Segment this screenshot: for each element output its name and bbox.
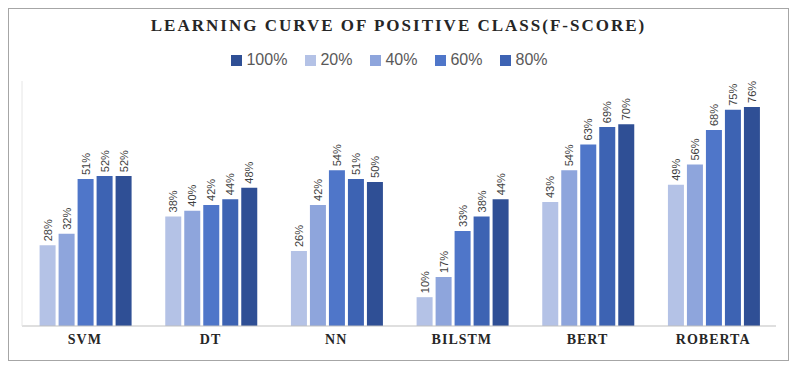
svg-text:52%: 52% bbox=[99, 150, 111, 172]
html-text:60%: 60% bbox=[450, 51, 483, 68]
svg-text:44%: 44% bbox=[224, 173, 236, 195]
svg-text:BERT: BERT bbox=[567, 332, 609, 347]
svg-text:44%: 44% bbox=[495, 173, 507, 195]
html-text:80%: 80% bbox=[515, 51, 548, 68]
svg-text:43%: 43% bbox=[544, 176, 556, 198]
svg-text:38%: 38% bbox=[167, 190, 179, 212]
svg-text:48%: 48% bbox=[243, 161, 255, 183]
svg-text:68%: 68% bbox=[708, 104, 720, 126]
svg-text:51%: 51% bbox=[350, 153, 362, 175]
svg-text:42%: 42% bbox=[205, 179, 217, 201]
svg-text:54%: 54% bbox=[563, 144, 575, 166]
svg-text:76%: 76% bbox=[746, 81, 758, 103]
svg-text:ROBERTA: ROBERTA bbox=[676, 332, 751, 347]
svg-text:26%: 26% bbox=[293, 225, 305, 247]
html-text:100%: 100% bbox=[246, 51, 288, 68]
svg-text:56%: 56% bbox=[689, 138, 701, 160]
svg-text:42%: 42% bbox=[312, 179, 324, 201]
html-text:40%: 40% bbox=[385, 51, 418, 68]
svg-text:69%: 69% bbox=[601, 101, 613, 123]
svg-text:DT: DT bbox=[200, 332, 221, 347]
svg-text:63%: 63% bbox=[582, 118, 594, 140]
svg-text:54%: 54% bbox=[331, 144, 343, 166]
svg-text:52%: 52% bbox=[118, 150, 130, 172]
svg-text:33%: 33% bbox=[457, 205, 469, 227]
svg-text:50%: 50% bbox=[369, 156, 381, 178]
svg-text:51%: 51% bbox=[80, 153, 92, 175]
svg-text:BILSTM: BILSTM bbox=[432, 332, 492, 347]
html-text:LEARNING CURVE OF POSITIVE CLA: LEARNING CURVE OF POSITIVE CLASS(F-SCORE… bbox=[150, 16, 647, 35]
svg-text:32%: 32% bbox=[61, 208, 73, 230]
svg-text:NN: NN bbox=[325, 332, 347, 347]
svg-text:17%: 17% bbox=[438, 251, 450, 273]
svg-text:75%: 75% bbox=[727, 84, 739, 106]
svg-text:28%: 28% bbox=[42, 219, 54, 241]
html-text:20%: 20% bbox=[320, 51, 353, 68]
svg-text:40%: 40% bbox=[186, 184, 198, 206]
svg-text:49%: 49% bbox=[670, 159, 682, 181]
svg-text:70%: 70% bbox=[620, 98, 632, 120]
svg-text:10%: 10% bbox=[419, 271, 431, 293]
svg-text:38%: 38% bbox=[476, 190, 488, 212]
svg-text:SVM: SVM bbox=[68, 332, 102, 347]
